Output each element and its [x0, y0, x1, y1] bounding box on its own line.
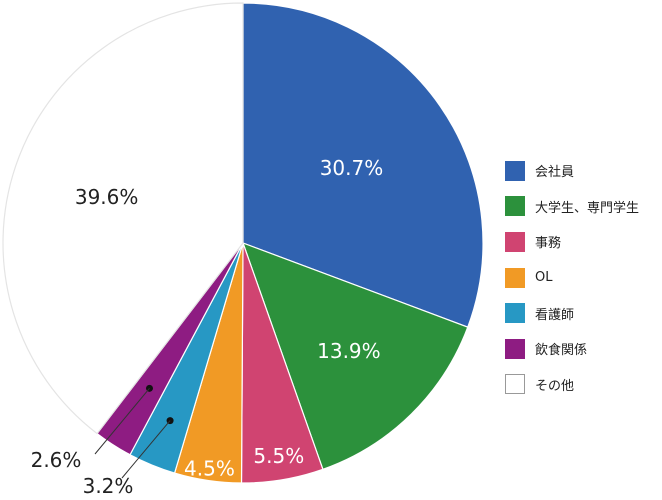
slice-label-4: 3.2%: [83, 474, 134, 498]
slice-label-2: 5.5%: [253, 444, 304, 468]
legend-label: 飲食関係: [535, 343, 588, 359]
legend-item-2: 事務: [505, 224, 639, 260]
slice-label-0: 30.7%: [320, 156, 384, 180]
slice-label-6: 39.6%: [75, 185, 139, 209]
legend-label: 看護師: [535, 307, 575, 323]
leader-line-4: [121, 420, 171, 479]
legend-label: 事務: [535, 236, 562, 252]
legend-label: その他: [535, 378, 575, 394]
legend-swatch: [505, 231, 525, 252]
legend-item-6: その他: [505, 367, 639, 403]
legend-swatch: [505, 160, 525, 181]
legend-swatch: [505, 338, 525, 359]
legend-label: 会社員: [535, 165, 575, 181]
legend-label: 大学生、専門学生: [535, 200, 640, 216]
legend-item-4: 看護師: [505, 295, 639, 331]
pie-slice-0: [242, 2, 484, 328]
legend-item-0: 会社員: [505, 153, 639, 189]
slice-label-5: 2.6%: [31, 448, 82, 472]
legend-item-3: OL: [505, 260, 639, 296]
slice-label-3: 4.5%: [184, 457, 235, 481]
pie-slice-1: [242, 241, 469, 471]
legend-swatch: [505, 267, 525, 288]
slice-label-1: 13.9%: [317, 339, 381, 363]
legend-label: OL: [535, 270, 553, 286]
chart-legend: 会社員大学生、専門学生 事務 OL 看護師飲食関係その他: [505, 153, 639, 402]
pie-slice-other: [2, 2, 244, 435]
legend-swatch: [505, 374, 525, 395]
legend-item-5: 飲食関係: [505, 331, 639, 367]
leader-line-5: [94, 387, 150, 455]
legend-swatch: [505, 196, 525, 217]
legend-swatch: [505, 303, 525, 324]
legend-item-1: 大学生、専門学生: [505, 189, 639, 225]
